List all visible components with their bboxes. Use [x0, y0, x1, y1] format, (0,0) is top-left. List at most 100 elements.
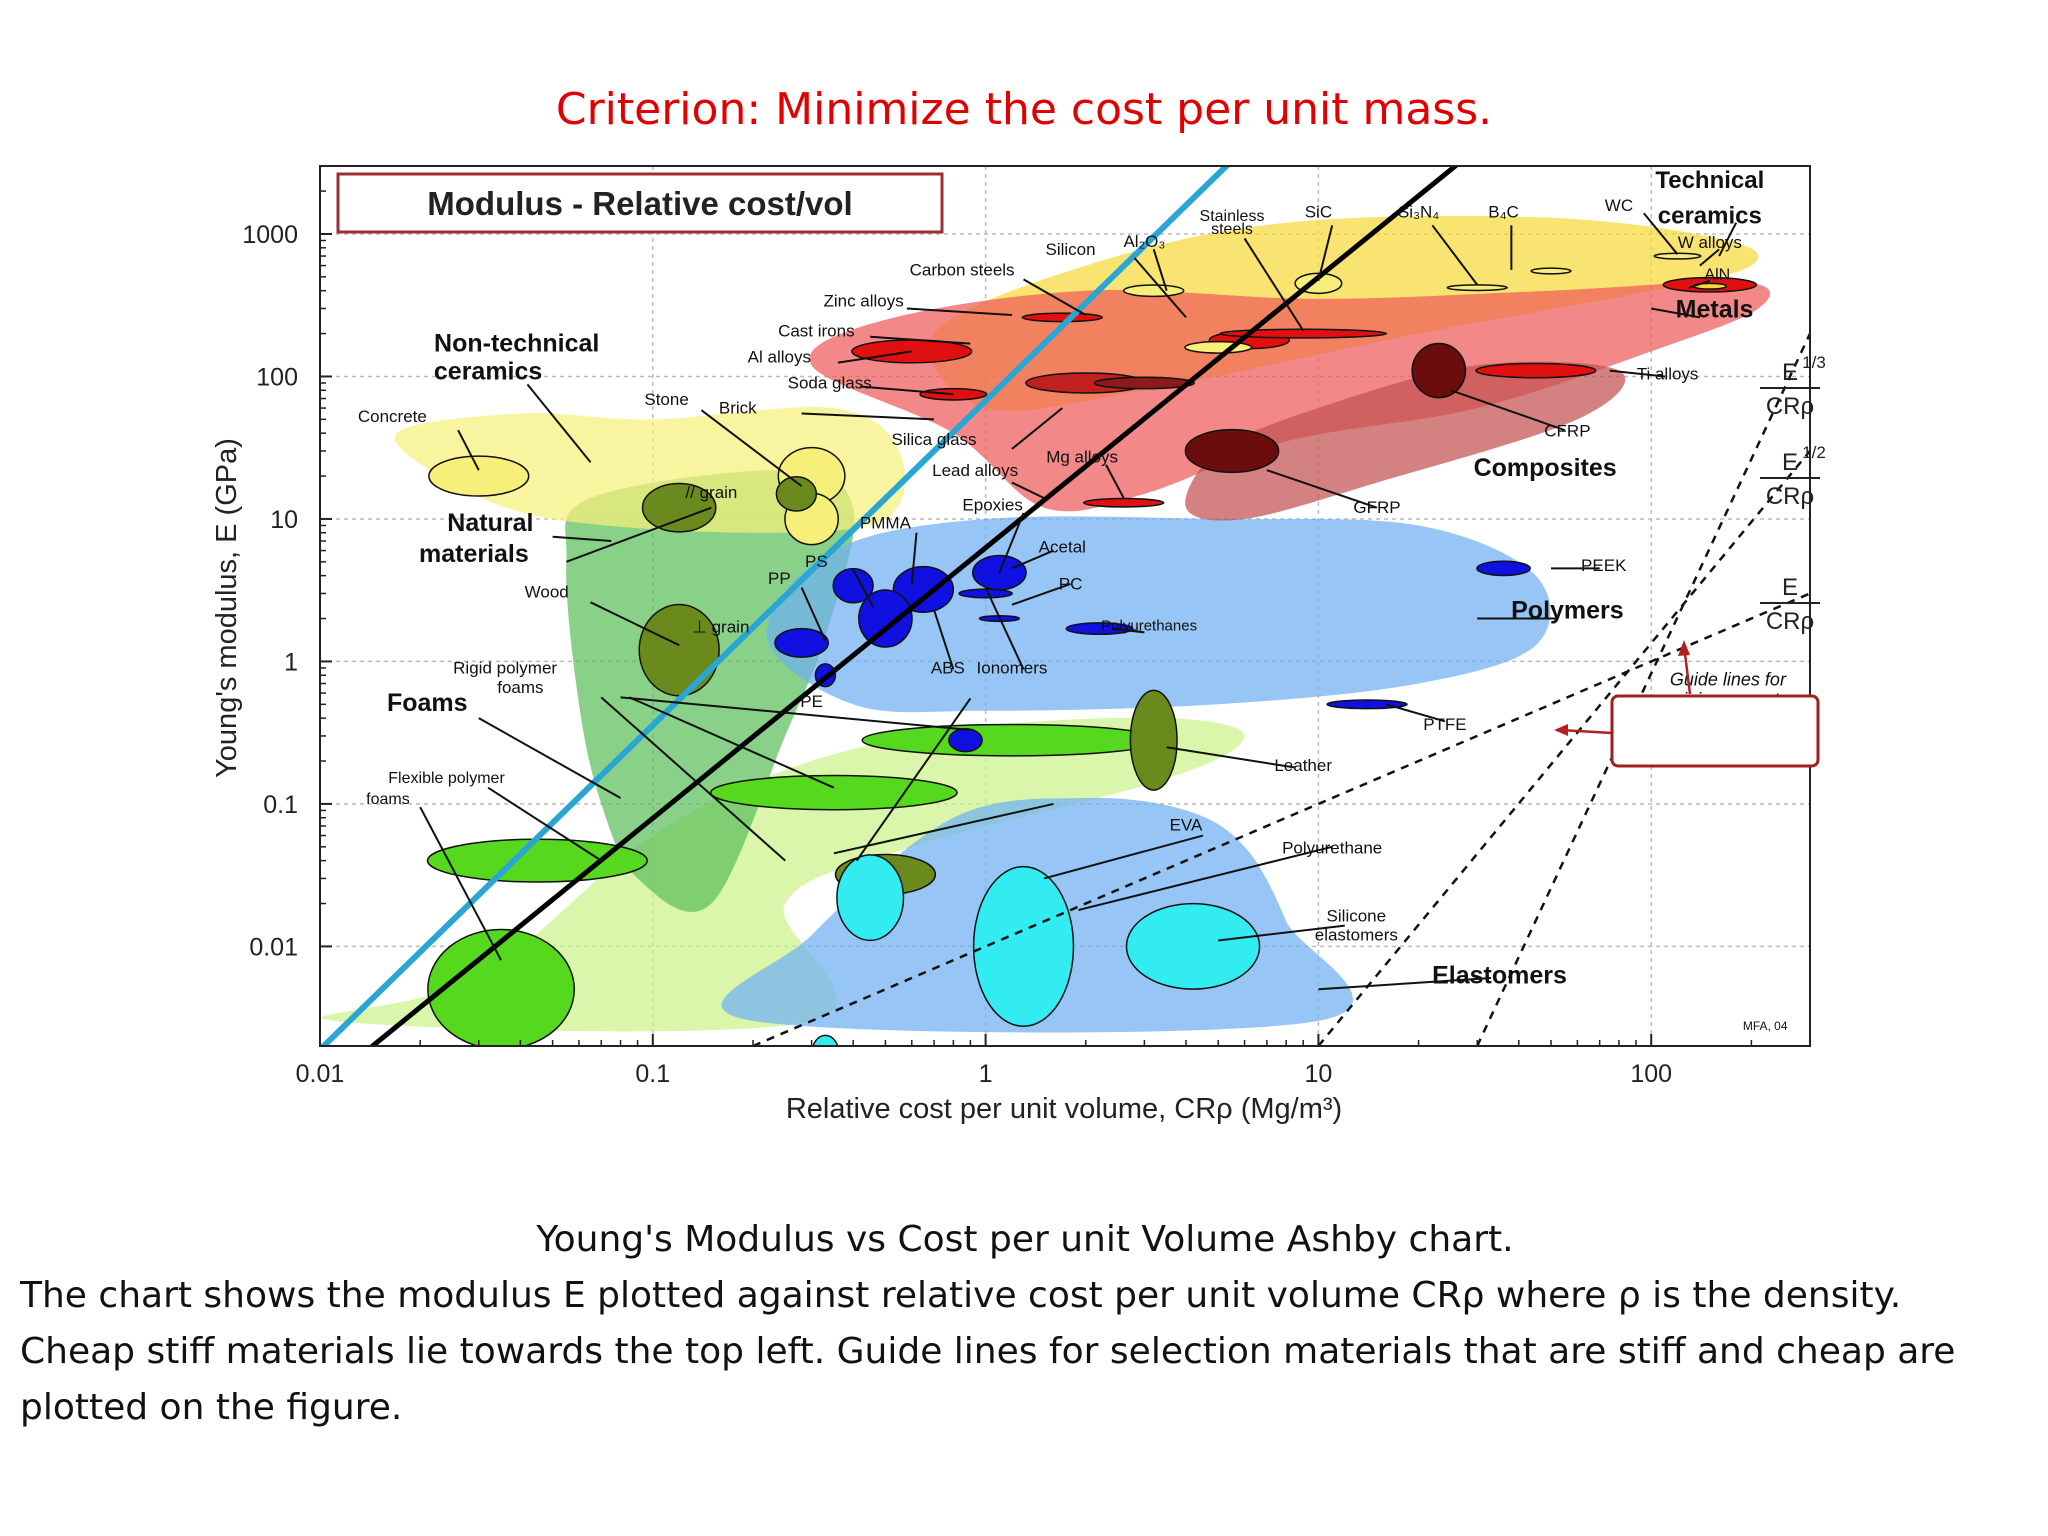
- material-label: Al alloys: [748, 348, 811, 367]
- material-label: Silicon: [1046, 240, 1096, 259]
- label-leader: [457, 429, 480, 471]
- y-tick-label: 0.01: [249, 933, 298, 961]
- label-leader: [837, 350, 912, 364]
- material-label: elastomers: [1315, 926, 1398, 945]
- label-leader: [1643, 212, 1679, 255]
- x-tick-label: 0.01: [296, 1060, 345, 1088]
- material-bubble: [775, 476, 818, 512]
- material-label: Foams: [387, 689, 468, 717]
- material-bubble: [1129, 689, 1178, 791]
- material-label: PS: [805, 552, 828, 571]
- y-tick-label: 1: [284, 648, 298, 676]
- material-label: PP: [768, 569, 791, 588]
- material-label: Rigid polymer: [453, 659, 557, 678]
- black-guide-line: [368, 166, 1460, 1046]
- material-label: Polyurethane: [1282, 838, 1382, 857]
- plot-frame: [319, 165, 1811, 1047]
- material-label: PE: [800, 692, 823, 711]
- label-leader: [600, 696, 786, 862]
- label-leader: [487, 786, 602, 862]
- label-leader: [566, 506, 712, 563]
- material-label: GFRP: [1353, 498, 1400, 517]
- material-label: Elastomers: [1432, 961, 1567, 989]
- guide-line: [752, 592, 1810, 1046]
- label-leader: [1133, 257, 1187, 318]
- blue-guide-line: [320, 166, 1231, 1046]
- material-bubble: [1093, 376, 1196, 390]
- label-leader: [1011, 549, 1054, 570]
- x-axis-label: Relative cost per unit volume, CRρ (Mg/m…: [786, 1093, 1342, 1125]
- label-leader: [478, 717, 622, 799]
- x-tick-label: 100: [1630, 1060, 1672, 1088]
- material-bubble: [812, 1034, 839, 1046]
- y-tick-label: 100: [256, 363, 298, 391]
- material-bubble: [1184, 340, 1253, 354]
- envelope-natural-materials: [565, 470, 855, 912]
- material-bubble: [858, 589, 913, 648]
- guide-lines: [752, 333, 1810, 1046]
- material-label: Silicone: [1327, 906, 1387, 925]
- label-leader: [1078, 845, 1333, 912]
- label-leader: [1011, 582, 1071, 606]
- label-leader: [906, 307, 1013, 317]
- material-label: foams: [497, 678, 543, 697]
- label-leader: [1166, 746, 1296, 769]
- material-bubbles: [426, 252, 1758, 1046]
- material-bubble: [1184, 428, 1280, 474]
- caption-line-1: The chart shows the modulus E plotted ag…: [20, 1275, 1902, 1316]
- material-label: AlN: [1704, 266, 1730, 283]
- material-label: Cast irons: [778, 322, 855, 341]
- material-label: Si₃N₄: [1398, 203, 1439, 222]
- label-leaders: [419, 212, 1738, 991]
- material-bubble: [1411, 342, 1467, 399]
- label-leader: [910, 532, 918, 585]
- material-label: Epoxies: [962, 495, 1022, 514]
- caption-line-2: Cheap stiff materials lie towards the to…: [20, 1331, 1956, 1372]
- material-label: Non-technical: [434, 329, 599, 357]
- label-leader: [800, 587, 827, 642]
- label-leader: [855, 697, 972, 862]
- legend-numerator: E: [1782, 359, 1798, 386]
- label-leader: [1431, 224, 1478, 286]
- material-label: Lead alloys: [932, 461, 1018, 480]
- label-leader: [801, 412, 935, 421]
- x-tick-label: 1: [979, 1060, 993, 1088]
- material-label: PEEK: [1581, 556, 1627, 575]
- material-label: CFRP: [1544, 421, 1590, 440]
- label-leader: [1318, 977, 1492, 991]
- material-label: Soda glass: [788, 374, 872, 393]
- label-leader: [833, 802, 1054, 855]
- material-label: Technical: [1655, 167, 1764, 194]
- label-leader: [1699, 248, 1720, 267]
- material-label: Mg alloys: [1046, 447, 1118, 466]
- material-bubble: [1065, 622, 1134, 636]
- material-label: Composites: [1474, 454, 1617, 482]
- legend-numerator: E: [1782, 574, 1798, 601]
- material-label: Stone: [644, 390, 688, 409]
- material-bubble: [709, 774, 958, 811]
- label-leader: [933, 609, 955, 670]
- material-label: B₄C: [1488, 203, 1519, 222]
- material-label: Al₂O₃: [1123, 232, 1165, 251]
- material-bubble: [428, 455, 530, 497]
- label-leader: [1651, 307, 1701, 319]
- material-bubble: [1021, 312, 1103, 323]
- material-label: WC: [1605, 196, 1633, 215]
- label-leader: [1450, 389, 1566, 432]
- material-label: ceramics: [434, 358, 542, 386]
- material-label: ABS: [931, 659, 965, 678]
- label-leader: [590, 601, 680, 647]
- label-leader: [1386, 703, 1446, 723]
- material-label: PMMA: [860, 513, 912, 532]
- material-label: Concrete: [358, 407, 427, 426]
- label-leader: [984, 587, 1025, 670]
- caption-line-3: plotted on the figure.: [20, 1387, 403, 1428]
- material-label: Acetal: [1039, 538, 1086, 557]
- material-bubble: [948, 728, 983, 753]
- label-leader: [870, 335, 971, 345]
- material-bubble: [1530, 267, 1572, 275]
- label-leader: [1718, 222, 1738, 257]
- material-bubble: [836, 854, 905, 942]
- material-bubble: [1475, 362, 1597, 379]
